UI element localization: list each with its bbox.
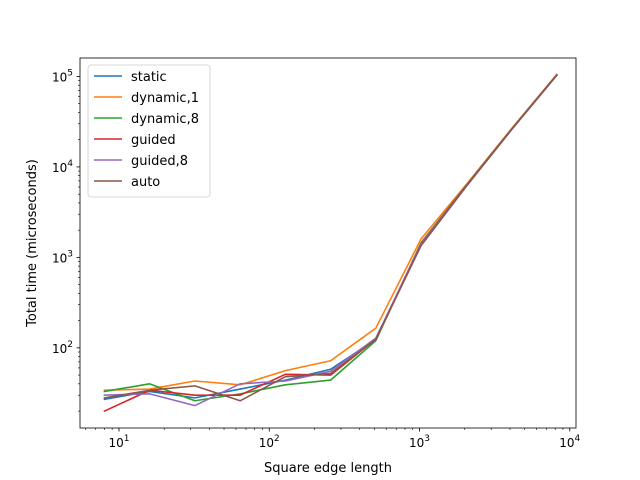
x-tick-label: 101 <box>109 434 130 450</box>
y-tick-label: 103 <box>52 249 73 265</box>
y-tick-label: 102 <box>52 340 73 356</box>
x-tick-label-base: 10 <box>409 436 424 450</box>
y-tick-label-base: 10 <box>52 342 67 356</box>
y-tick-label: 104 <box>52 159 73 175</box>
legend-label: guided <box>131 133 176 148</box>
legend-label: guided,8 <box>131 154 188 169</box>
y-tick-label-base: 10 <box>52 161 67 175</box>
x-tick-label: 104 <box>559 434 580 450</box>
legend-label: auto <box>131 175 160 190</box>
x-tick-label-exponent: 4 <box>575 434 581 444</box>
y-tick-label-exponent: 5 <box>67 68 73 78</box>
series-line-auto <box>103 74 558 402</box>
legend: static dynamic,1 dynamic,8 guided guided,8 au… <box>87 64 211 198</box>
x-tick-label: 103 <box>409 434 430 450</box>
y-axis-label: Total time (microseconds) <box>25 159 40 328</box>
x-tick-label: 102 <box>259 434 280 450</box>
y-tick-label-base: 10 <box>52 251 67 265</box>
x-tick-label-base: 10 <box>259 436 274 450</box>
plot-frame <box>79 57 577 429</box>
y-tick-label-exponent: 4 <box>67 159 73 169</box>
x-axis-ticks: 101 102 103 104 <box>85 428 581 450</box>
x-tick-label-exponent: 3 <box>424 434 430 444</box>
legend-label: static <box>131 70 167 85</box>
legend-label: dynamic,1 <box>131 91 199 106</box>
x-tick-label-exponent: 1 <box>124 434 130 444</box>
y-tick-label-exponent: 3 <box>67 249 73 259</box>
x-tick-label-base: 10 <box>559 436 574 450</box>
legend-box <box>87 64 211 198</box>
x-axis-label: Square edge length <box>264 461 392 476</box>
x-tick-label-base: 10 <box>109 436 124 450</box>
y-tick-label-base: 10 <box>52 70 67 84</box>
y-tick-label-exponent: 2 <box>67 340 73 350</box>
x-tick-label-exponent: 2 <box>274 434 280 444</box>
series-layer <box>103 73 558 413</box>
legend-label: dynamic,8 <box>131 112 199 127</box>
y-tick-label: 105 <box>52 68 73 84</box>
